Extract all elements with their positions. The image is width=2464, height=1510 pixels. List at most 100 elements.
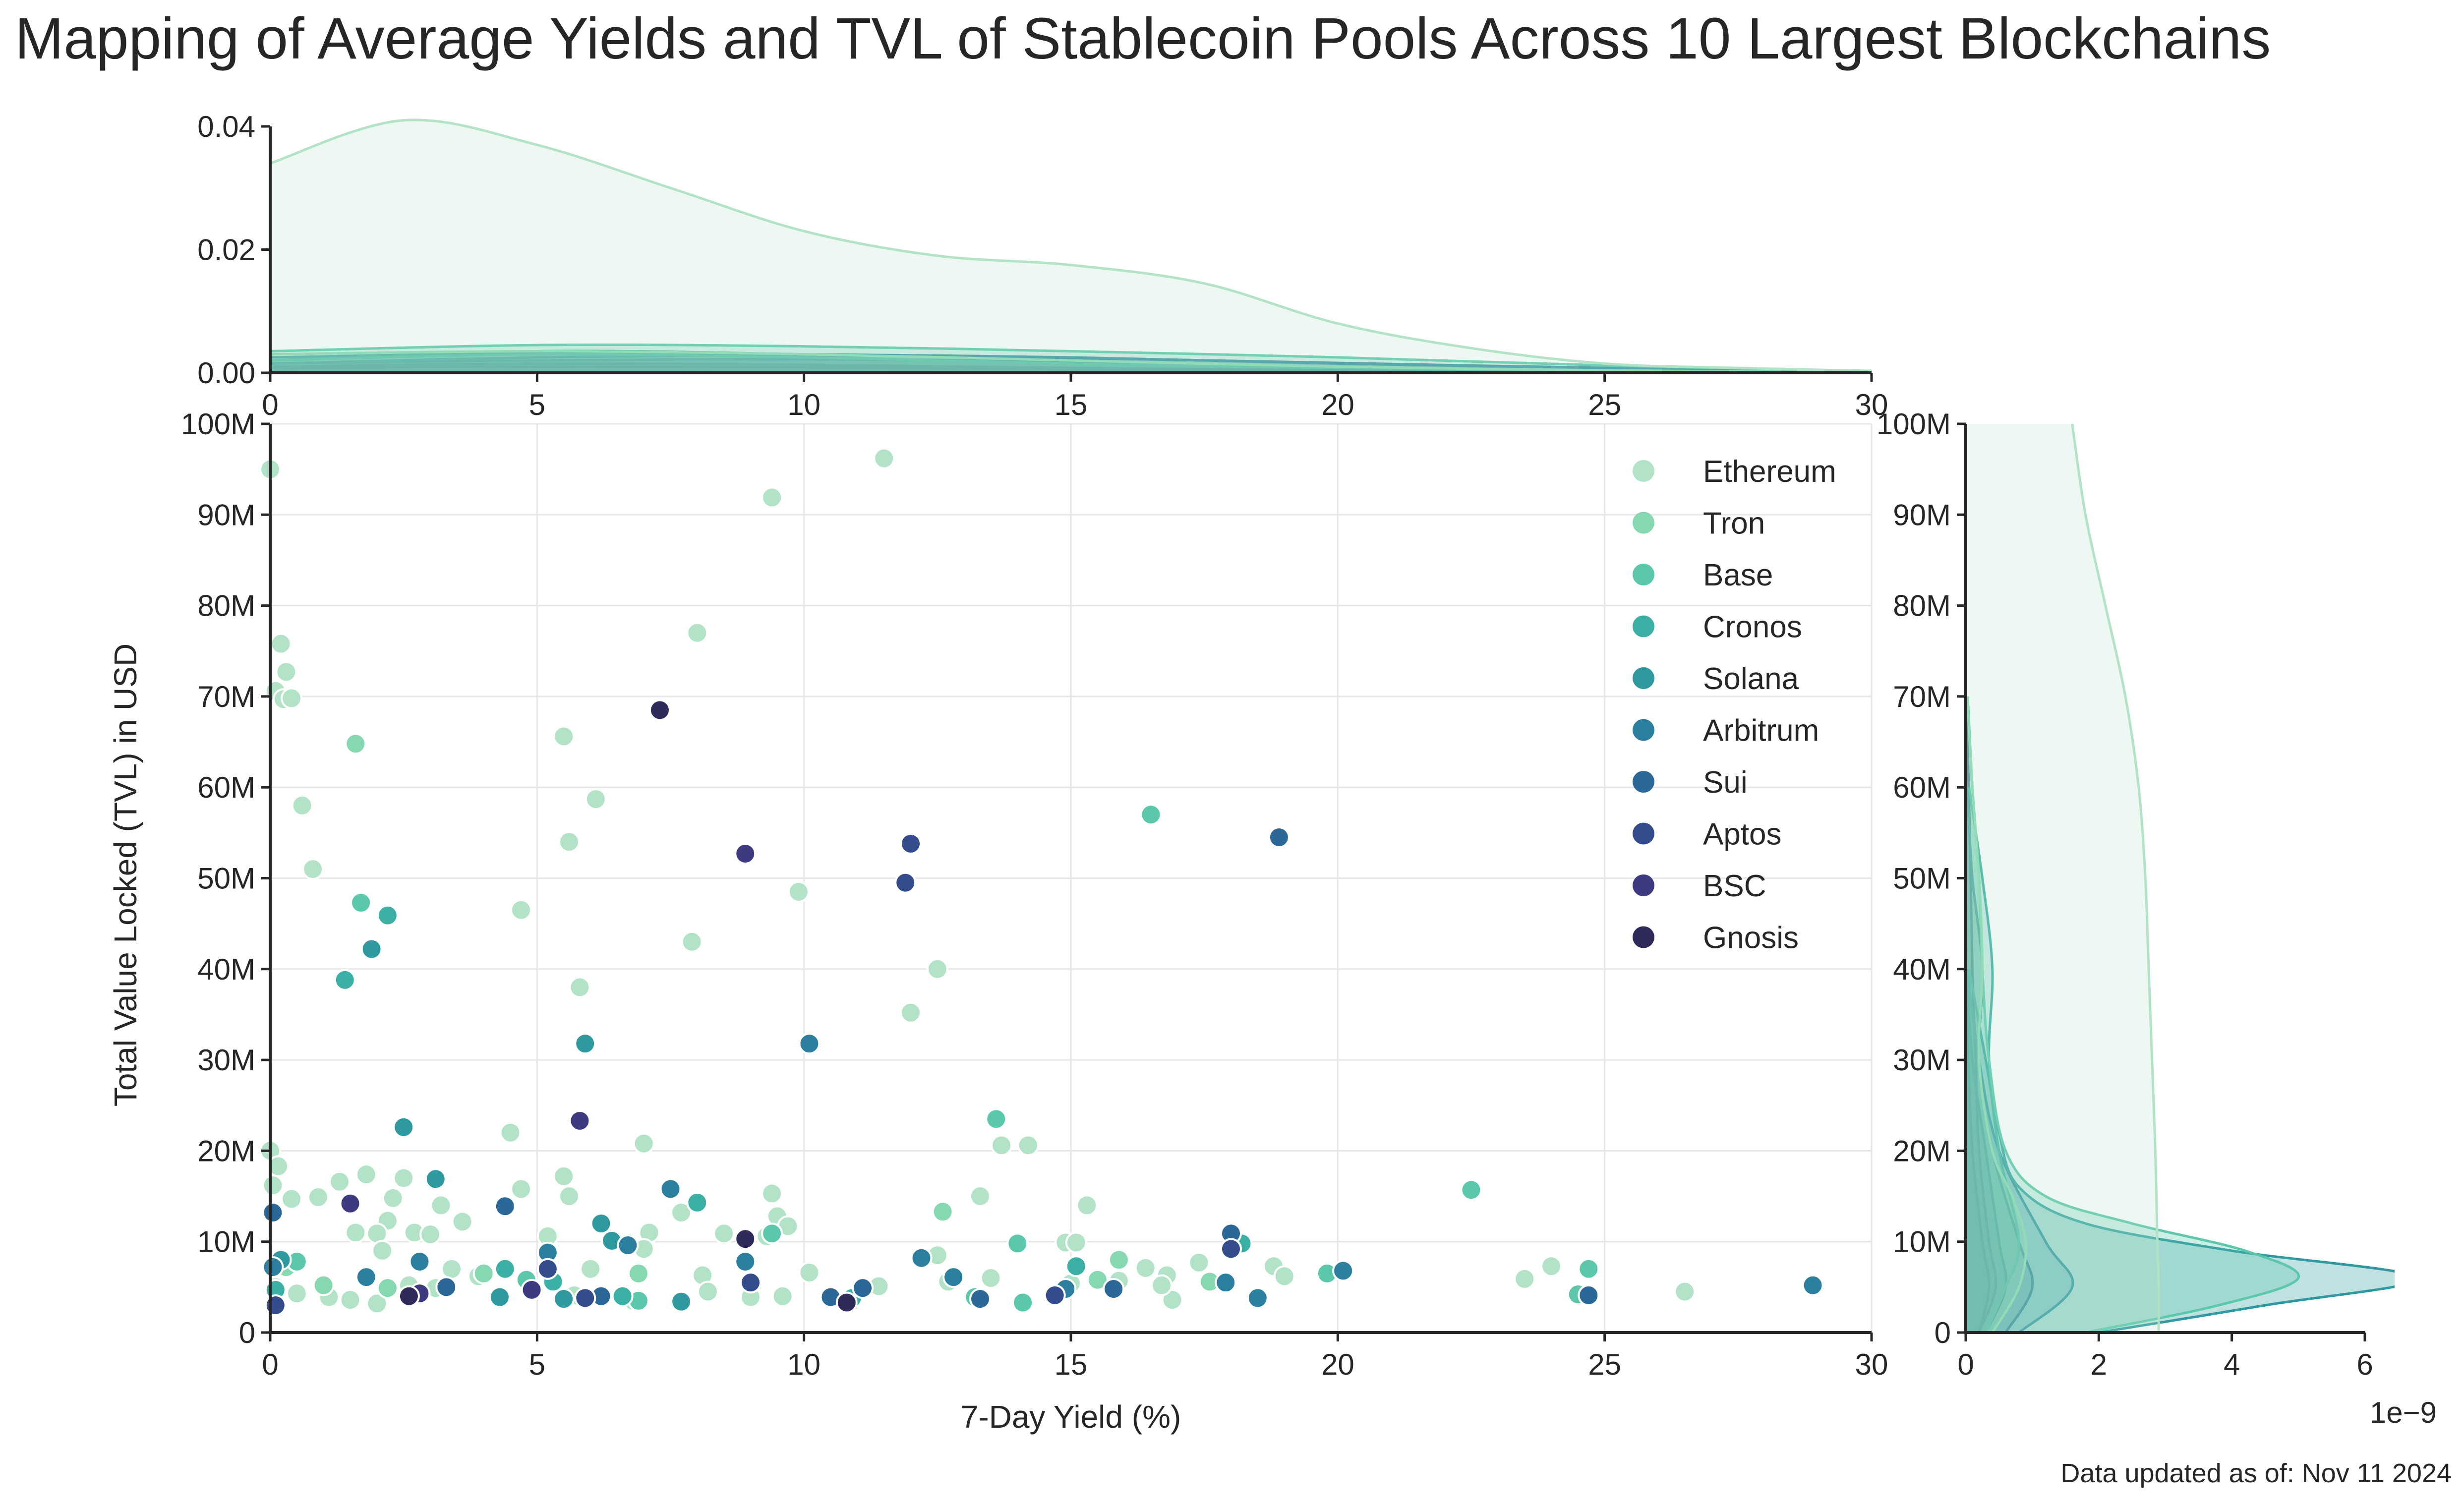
- scatter-point: [558, 831, 580, 853]
- main-y-ticks: 0 10M 20M 30M 40M 50M 60M 70M 80M 90M 100M: [181, 407, 270, 1349]
- legend-marker: [1633, 460, 1654, 482]
- right-x-tick-label: 6: [2356, 1348, 2373, 1381]
- top-y-ticks: 0.00 0.02 0.04: [197, 110, 270, 390]
- scatter-point: [873, 447, 895, 469]
- scatter-point: [771, 1285, 794, 1307]
- right-density-fill-arbitrum: [1966, 969, 2073, 1333]
- top-y-tick-label: 0.02: [197, 233, 255, 267]
- legend-item-aptos: Aptos: [1633, 817, 1782, 852]
- scatter-point: [521, 1278, 543, 1301]
- scatter-point: [633, 1132, 655, 1155]
- scatter-point: [787, 880, 810, 903]
- scatter-point: [494, 1258, 516, 1280]
- scatter-point: [932, 1201, 954, 1223]
- top-density-fill-ethereum: [270, 119, 1872, 373]
- y-tick-label: 0: [239, 1316, 255, 1349]
- scatter-point: [494, 1195, 516, 1218]
- scatter-point: [969, 1185, 991, 1208]
- scatter-point: [441, 1258, 463, 1280]
- scatter-point: [894, 871, 917, 894]
- legend-item-gnosis: Gnosis: [1633, 921, 1799, 955]
- scatter-point: [569, 976, 591, 998]
- scatter-point: [991, 1134, 1013, 1157]
- legend-marker: [1633, 926, 1654, 948]
- legend-item-base: Base: [1633, 558, 1773, 592]
- legend-label: Aptos: [1703, 817, 1782, 852]
- scatter-point: [761, 1182, 783, 1205]
- scatter-point: [670, 1290, 693, 1313]
- scatter-point: [264, 1294, 287, 1317]
- series-tron: [275, 733, 1221, 1299]
- x-axis-title: 7-Day Yield (%): [961, 1399, 1181, 1435]
- scatter-point: [910, 1247, 933, 1269]
- right-x-tick-label: 0: [1957, 1348, 1974, 1381]
- scatter-point: [1103, 1278, 1125, 1300]
- scatter-point: [835, 1291, 858, 1314]
- scatter-point: [1151, 1274, 1173, 1296]
- x-tick-label: 25: [1588, 1348, 1621, 1381]
- right-density-line-tron: [1966, 696, 2027, 1333]
- scatter-point: [409, 1251, 431, 1273]
- right-x-tick-label: 4: [2224, 1348, 2240, 1381]
- y-tick-label: 50M: [197, 862, 255, 895]
- legend-item-ethereum: Ethereum: [1633, 455, 1836, 489]
- scatter-point: [435, 1276, 458, 1298]
- legend-marker: [1633, 615, 1654, 638]
- scatter-point: [1065, 1231, 1087, 1254]
- scatter-point: [350, 891, 372, 914]
- scatter-point: [488, 1286, 511, 1308]
- chart-title: Mapping of Average Yields and TVL of Sta…: [15, 6, 2271, 71]
- scatter-point: [499, 1121, 522, 1144]
- legend-label: Ethereum: [1703, 455, 1836, 489]
- right-y-ticks: 0 10M 20M 30M 40M 50M 60M 70M 80M 90M 100M: [1877, 407, 1966, 1349]
- scatter-point: [686, 622, 708, 644]
- y-tick-label: 60M: [197, 771, 255, 804]
- scatter-point: [472, 1262, 495, 1284]
- legend-marker: [1633, 512, 1654, 534]
- series-gnosis: [398, 699, 858, 1314]
- scatter-point: [1578, 1284, 1600, 1306]
- scatter-point: [617, 1234, 639, 1257]
- scatter-point: [291, 794, 313, 816]
- scatter-point: [648, 699, 671, 721]
- scatter-point: [376, 1277, 399, 1299]
- scatter-point: [312, 1274, 335, 1296]
- right-y-tick-label: 100M: [1877, 407, 1951, 441]
- series-ethereum: [259, 447, 1696, 1315]
- scatter-point: [1460, 1179, 1482, 1201]
- right-density-line-cronos: [1968, 787, 2020, 1333]
- scatter-point: [569, 1109, 591, 1132]
- top-density-fill-tron: [270, 351, 1872, 373]
- right-y-tick-label: 60M: [1893, 771, 1951, 804]
- scatter-point: [345, 733, 367, 755]
- scatter-point: [262, 1174, 284, 1197]
- right-x-ticks: 0 2 4 6: [1957, 1333, 2373, 1381]
- legend-label: Sui: [1703, 765, 1748, 800]
- scatter-point: [270, 633, 292, 655]
- legend-label: Arbitrum: [1703, 714, 1819, 748]
- scatter-point: [339, 1289, 361, 1311]
- right-density-fill-tron: [1966, 696, 2026, 1333]
- scatter-point: [942, 1266, 965, 1288]
- top-y-tick-label: 0.04: [197, 110, 255, 143]
- scatter-point: [430, 1194, 452, 1217]
- x-tick-label: 20: [1321, 1348, 1354, 1381]
- y-tick-label: 40M: [197, 953, 255, 986]
- scatter-point: [1578, 1258, 1600, 1280]
- main-scatter-panel: 0 10M 20M 30M 40M 50M 60M 70M 80M 90M 100M 0 5 10 15 2…: [108, 407, 1888, 1435]
- right-density-line-gnosis: [1966, 969, 1991, 1333]
- scatter-points: [259, 447, 1824, 1317]
- top-density-line-tron: [270, 349, 1872, 374]
- scatter-point: [798, 1033, 821, 1055]
- right-density-fill-aptos: [1966, 969, 2006, 1333]
- scatter-point: [1017, 1134, 1039, 1157]
- scatter-point: [697, 1280, 719, 1303]
- scatter-point: [1161, 1289, 1183, 1311]
- scatter-point: [307, 1186, 329, 1208]
- right-marginal-density: 0 10M 20M 30M 40M 50M 60M 70M 80M 90M 100M 0 2 4 6 1e…: [1877, 407, 2437, 1429]
- scatter-point: [371, 1240, 394, 1262]
- scatter-point: [1134, 1257, 1157, 1279]
- scatter-point: [1140, 804, 1162, 826]
- legend-label: Gnosis: [1703, 921, 1799, 955]
- scatter-point: [382, 1187, 404, 1209]
